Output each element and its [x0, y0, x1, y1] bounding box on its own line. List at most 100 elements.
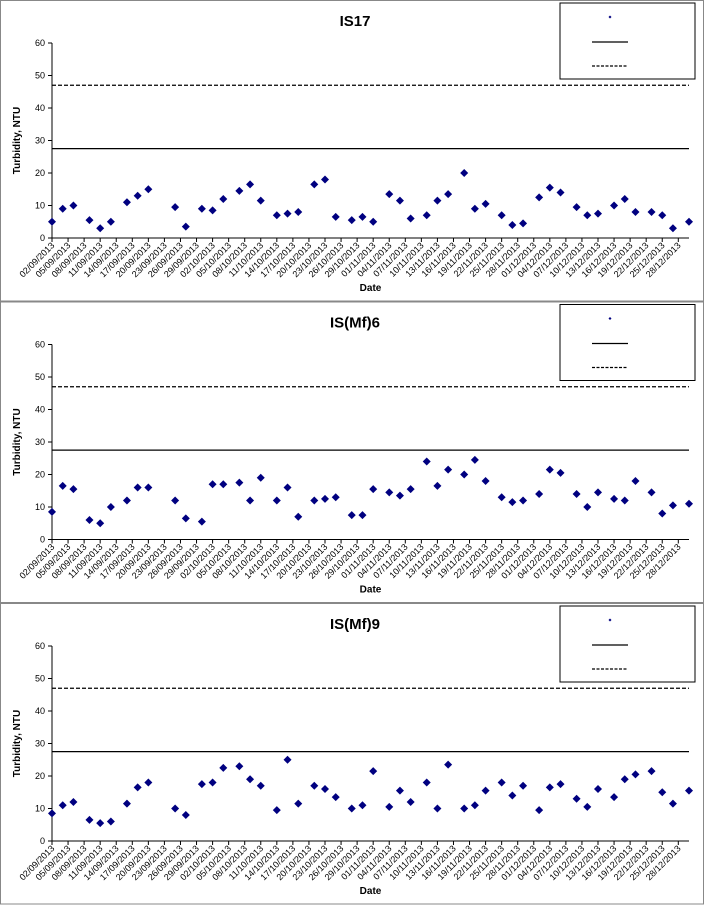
- data-point: [535, 193, 544, 202]
- data-point: [197, 517, 206, 526]
- data-point: [181, 222, 190, 231]
- y-axis-label: Turbidity, NTU: [12, 107, 23, 174]
- data-point: [422, 211, 431, 220]
- legend-box: [559, 2, 696, 80]
- y-tick-label: 40: [35, 405, 45, 415]
- data-point: [470, 801, 479, 810]
- data-point: [668, 799, 677, 808]
- data-point: [647, 767, 656, 776]
- data-point: [519, 496, 528, 505]
- y-tick-label: 10: [35, 201, 45, 211]
- data-point: [144, 483, 153, 492]
- x-axis-label: Date: [360, 585, 382, 596]
- data-point: [497, 493, 506, 502]
- data-point: [106, 217, 115, 226]
- y-tick-label: 50: [35, 71, 45, 81]
- data-point: [347, 216, 356, 225]
- data-point: [395, 196, 404, 205]
- data-point: [208, 206, 217, 215]
- data-point: [572, 490, 581, 498]
- data-point: [144, 778, 153, 787]
- data-point: [481, 477, 490, 485]
- data-point: [658, 788, 667, 797]
- data-point: [385, 190, 394, 199]
- data-point: [331, 793, 340, 802]
- data-point: [406, 485, 415, 494]
- chart-title: IS(Mf)6: [330, 315, 380, 332]
- data-point: [460, 470, 469, 479]
- legend-marker: [608, 317, 612, 320]
- data-point: [144, 185, 153, 194]
- data-point: [508, 498, 517, 507]
- data-point: [481, 786, 490, 795]
- data-point: [106, 817, 115, 826]
- data-point: [647, 208, 656, 216]
- y-tick-label: 60: [35, 340, 45, 350]
- data-point: [594, 488, 602, 497]
- y-tick-label: 10: [35, 804, 45, 814]
- data-point: [347, 804, 356, 813]
- y-tick-label: 30: [35, 739, 45, 749]
- data-point: [422, 778, 431, 787]
- data-point: [433, 196, 442, 205]
- data-point: [133, 483, 142, 492]
- data-point: [85, 815, 94, 824]
- data-point: [272, 211, 281, 220]
- data-point: [133, 783, 142, 792]
- data-point: [256, 196, 265, 205]
- data-point: [583, 802, 592, 811]
- data-point: [470, 204, 479, 213]
- data-point: [658, 211, 667, 220]
- data-point: [545, 465, 554, 474]
- data-point: [235, 478, 244, 487]
- data-point: [535, 806, 544, 815]
- data-point: [631, 477, 640, 485]
- data-point: [283, 209, 292, 218]
- data-point: [519, 219, 528, 228]
- data-point: [631, 208, 640, 216]
- y-tick-label: 50: [35, 674, 45, 684]
- chart-title: IS17: [340, 13, 371, 30]
- data-point: [181, 514, 190, 523]
- data-point: [460, 804, 469, 813]
- y-tick-label: 50: [35, 372, 45, 382]
- data-point: [658, 509, 667, 518]
- data-point: [481, 199, 490, 208]
- data-point: [219, 763, 228, 772]
- data-point: [122, 496, 131, 505]
- data-point: [321, 785, 329, 793]
- data-point: [395, 786, 404, 795]
- data-point: [433, 481, 442, 490]
- data-point: [385, 488, 394, 497]
- data-point: [181, 811, 190, 819]
- data-point: [171, 804, 180, 813]
- y-tick-label: 10: [35, 502, 45, 512]
- data-point: [219, 195, 228, 203]
- data-point: [48, 217, 56, 226]
- data-point: [331, 493, 340, 502]
- data-point: [433, 804, 442, 813]
- data-point: [122, 799, 131, 808]
- data-point: [519, 781, 528, 790]
- y-tick-label: 40: [35, 706, 45, 716]
- data-point: [48, 507, 56, 516]
- data-point: [171, 203, 180, 212]
- data-point: [358, 801, 367, 810]
- data-point: [85, 516, 94, 524]
- data-point: [246, 180, 255, 189]
- data-point: [572, 794, 581, 803]
- data-point: [545, 783, 554, 792]
- data-point: [556, 780, 565, 789]
- data-point: [668, 501, 677, 510]
- data-point: [385, 802, 394, 811]
- data-point: [620, 195, 629, 203]
- data-point: [294, 799, 303, 808]
- y-tick-label: 30: [35, 136, 45, 146]
- data-point: [497, 778, 506, 787]
- data-point: [294, 512, 303, 521]
- data-point: [58, 481, 67, 490]
- y-tick-label: 30: [35, 437, 45, 447]
- data-point: [685, 786, 693, 795]
